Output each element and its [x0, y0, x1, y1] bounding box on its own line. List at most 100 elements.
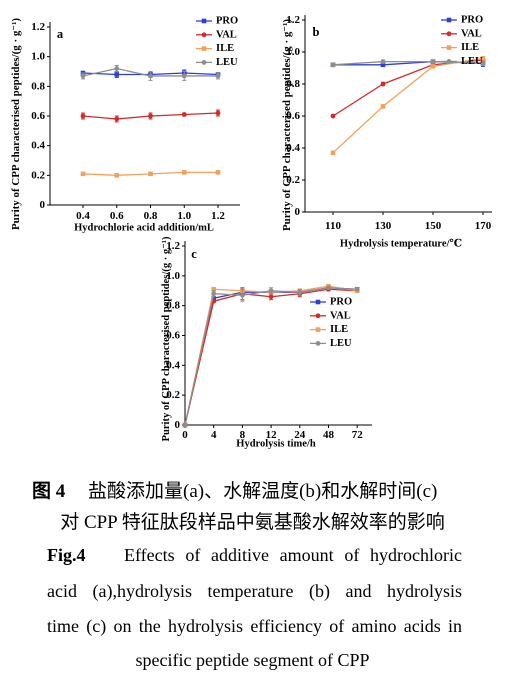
data-point-ile: [330, 150, 336, 156]
x-tick-label: 110: [325, 220, 341, 232]
series-val: [80, 109, 221, 123]
series-ile: [80, 170, 221, 178]
data-point-val: [80, 113, 86, 119]
data-point-leu: [80, 73, 86, 79]
y-tick-label: 0.4: [31, 140, 45, 152]
x-tick-label: 0: [182, 429, 188, 441]
data-point-val: [114, 116, 120, 122]
legend-label-val: VAL: [461, 28, 482, 39]
legend-marker-ile: [201, 46, 207, 51]
legend-marker-pro: [315, 299, 321, 305]
legend-entry-ile: ILE: [441, 42, 479, 53]
y-tick-label: 0.4: [286, 142, 300, 154]
legend-entry-pro: PRO: [441, 15, 483, 26]
data-point-val: [380, 81, 386, 87]
panel-label: c: [191, 247, 197, 261]
legend: PRO VAL ILE LEU: [196, 16, 238, 68]
legend-label-pro: PRO: [330, 297, 352, 308]
y-tick-label: 1.2: [31, 21, 45, 33]
legend-marker-val: [315, 313, 321, 319]
legend-entry-pro: PRO: [196, 16, 238, 27]
caption-zh-text-1: 盐酸添加量(a)、水解温度(b)和水解时间(c): [88, 481, 438, 502]
data-point-leu: [354, 286, 360, 292]
legend-entry-ile: ILE: [196, 43, 234, 54]
legend-marker-pro: [201, 18, 207, 24]
legend-entry-leu: LEU: [441, 56, 483, 67]
y-tick-label: 0.6: [166, 330, 180, 342]
y-tick-label: 0.2: [31, 169, 45, 181]
data-point-ile: [211, 286, 216, 292]
x-tick-label: 1.2: [211, 210, 225, 222]
x-axis-label: Hydrochlorie acid addition/mL: [74, 223, 214, 234]
legend-marker-val: [201, 32, 207, 38]
y-tick-label: 0.2: [166, 389, 180, 401]
data-point-leu: [326, 285, 331, 291]
data-point-leu: [430, 59, 436, 64]
data-point-leu: [380, 59, 386, 64]
legend-marker-leu: [201, 60, 207, 65]
legend-marker-leu: [315, 341, 321, 346]
x-tick-label: 48: [323, 429, 335, 441]
x-tick-label: 130: [375, 220, 392, 232]
y-axis-label: Purity of CPP characterised peptides/(g …: [10, 18, 22, 230]
data-point-ile: [215, 170, 221, 175]
caption-zh-figure-label: 图 4: [32, 481, 66, 502]
legend-label-ile: ILE: [461, 42, 479, 53]
x-tick-label: 4: [211, 429, 217, 441]
series-line-val: [332, 59, 484, 117]
legend-label-val: VAL: [216, 29, 237, 40]
legend-marker-pro: [446, 17, 452, 23]
data-point-pro: [380, 62, 386, 68]
y-tick-label: 1.0: [31, 51, 45, 63]
caption-en-line-3: time (c) on the hydrolysis efficiency of…: [47, 616, 462, 636]
y-tick-label: 0.8: [31, 80, 45, 92]
x-tick-label: 1.0: [177, 210, 191, 222]
caption-en-line-2: acid (a),hydrolysis temperature (b) and …: [47, 581, 462, 601]
series-leu: [330, 59, 486, 68]
x-tick-label: 72: [352, 429, 364, 441]
chart-b: 0 0.2 0.4 0.6 0.8 1.0 1.2 110 130 150 170 Purity of…: [281, 14, 492, 250]
panel-label: b: [313, 25, 320, 39]
legend-entry-leu: LEU: [196, 57, 238, 68]
data-point-leu: [211, 291, 217, 297]
series-leu: [80, 65, 221, 81]
legend-label-leu: LEU: [330, 338, 352, 349]
legend-label-ile: ILE: [216, 43, 234, 54]
legend-label-leu: LEU: [461, 56, 483, 67]
data-point-leu: [182, 422, 188, 428]
series-ile: [330, 56, 486, 156]
x-tick-label: 170: [475, 220, 492, 232]
x-tick-label: 12: [266, 429, 278, 441]
data-point-ile: [380, 104, 386, 109]
y-tick-label: 0: [175, 419, 181, 431]
x-tick-label: 150: [425, 220, 442, 232]
data-point-val: [268, 294, 274, 300]
y-tick-label: 0: [40, 199, 46, 211]
legend-entry-ile: ILE: [310, 324, 348, 335]
caption-en-text-1: Effects of additive amount of hydrochlor…: [124, 545, 462, 565]
legend-entry-val: VAL: [196, 29, 237, 40]
legend-entry-val: VAL: [310, 310, 351, 321]
data-point-val: [215, 110, 221, 116]
data-point-leu: [268, 288, 274, 294]
data-point-pro: [114, 72, 120, 77]
data-point-val: [181, 112, 187, 117]
data-point-pro: [211, 295, 216, 301]
caption-zh-line-1: 图 4 盐酸添加量(a)、水解温度(b)和水解时间(c): [0, 480, 505, 504]
data-point-leu: [148, 73, 153, 79]
y-tick-label: 0.4: [166, 359, 180, 371]
legend-marker-ile: [446, 45, 452, 50]
caption-en-line-1: Fig.4 Effects of additive amount of hydr…: [0, 543, 505, 567]
series-line-ile: [332, 57, 484, 154]
legend-marker-leu: [446, 59, 452, 64]
caption-en-figure-label: Fig.4: [47, 545, 86, 565]
series-line-leu: [184, 287, 358, 426]
data-point-val: [148, 113, 153, 119]
data-point-leu: [297, 289, 303, 295]
legend-entry-val: VAL: [441, 28, 482, 39]
data-point-leu: [240, 292, 245, 298]
data-point-leu: [215, 73, 221, 79]
y-axis-label: Purity of CPP characterised peptides/(g …: [281, 19, 293, 231]
panel-label: a: [57, 27, 64, 41]
legend-label-val: VAL: [330, 310, 351, 321]
